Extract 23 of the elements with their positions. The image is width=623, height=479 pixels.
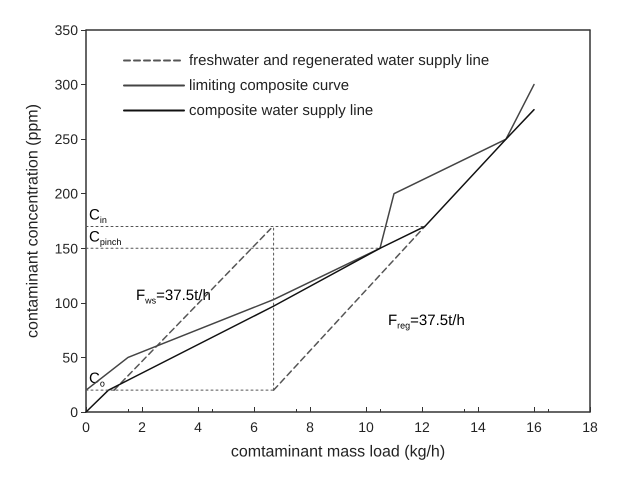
- x-tick-label: 18: [582, 419, 598, 435]
- x-tick-label: 6: [250, 419, 258, 435]
- x-tick-label: 10: [358, 419, 374, 435]
- x-axis-title: comtaminant mass load (kg/h): [230, 444, 446, 460]
- y-tick-label: 350: [54, 22, 78, 38]
- y-tick-label: 250: [54, 131, 78, 148]
- y-tick-label: 100: [54, 294, 78, 311]
- x-tick-label: 8: [306, 419, 314, 435]
- y-tick-label: 150: [54, 240, 78, 256]
- y-tick-label: 200: [54, 186, 78, 202]
- x-tick-label: 2: [138, 419, 146, 435]
- x-tick-label: 0: [82, 419, 90, 435]
- legend-label: freshwater and regenerated water supply line: [189, 52, 490, 69]
- x-tick-label: 12: [414, 419, 430, 435]
- y-tick-label: 50: [62, 349, 78, 366]
- x-tick-label: 16: [526, 419, 542, 435]
- legend-label: limiting composite curve: [189, 77, 350, 94]
- y-axis-title: contaminant concentration (ppm): [24, 104, 42, 338]
- y-tick-label: 300: [54, 76, 78, 93]
- x-tick-label: 4: [194, 419, 202, 435]
- x-tick-label: 14: [470, 419, 486, 435]
- y-tick-label: 0: [70, 404, 78, 420]
- legend-label: composite water supply line: [189, 102, 374, 119]
